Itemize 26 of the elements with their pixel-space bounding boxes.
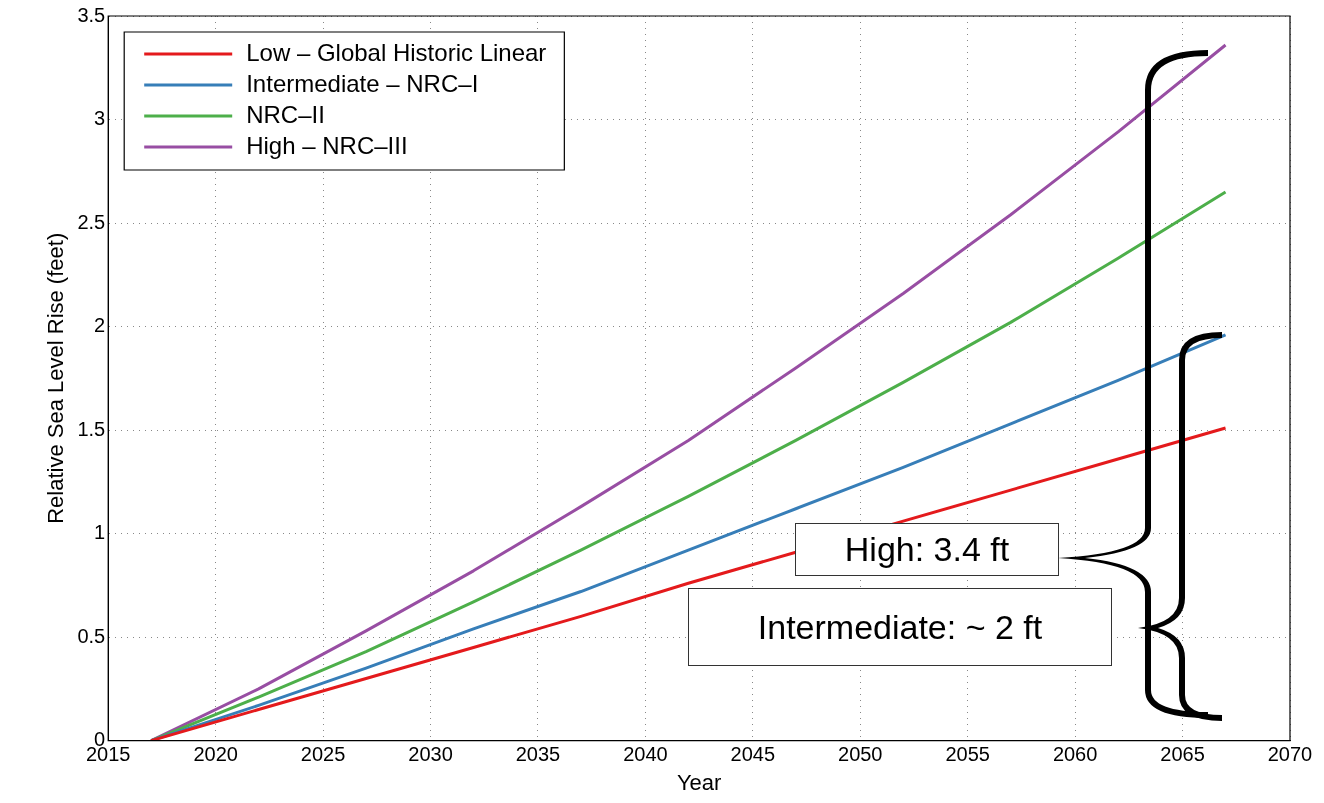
x-tick-label: 2055 [945,743,990,766]
y-tick-label: 2.5 [77,210,106,233]
y-tick-label: 2 [94,314,106,337]
x-tick-label: 2070 [1267,743,1313,766]
callout-box: Intermediate: ~ 2 ft [688,588,1112,666]
y-tick-label: 1 [94,521,106,544]
x-tick-label: 2020 [193,743,238,766]
x-tick-label: 2045 [730,743,776,766]
callout-box: High: 3.4 ft [795,523,1059,576]
y-tick-label: 1.5 [77,417,106,440]
y-tick-label: 0.5 [77,624,106,647]
x-tick-label: 2025 [300,743,346,766]
y-tick-label: 3.5 [77,3,106,26]
x-axis-title: Year [676,769,722,795]
legend-label: NRC–II [246,100,325,128]
legend-label: Low – Global Historic Linear [246,38,547,66]
x-tick-label: 2035 [515,743,561,766]
x-tick-label: 2040 [623,743,668,766]
x-tick-label: 2050 [838,743,883,766]
x-tick-label: 2060 [1052,743,1098,766]
x-tick-label: 2065 [1160,743,1205,766]
y-axis-title: Relative Sea Level Rise (feet) [43,232,69,524]
legend-label: High – NRC–III [246,131,408,159]
legend-label: Intermediate – NRC–I [246,69,479,97]
x-tick-label: 2030 [408,743,453,766]
y-tick-label: 3 [94,107,106,130]
